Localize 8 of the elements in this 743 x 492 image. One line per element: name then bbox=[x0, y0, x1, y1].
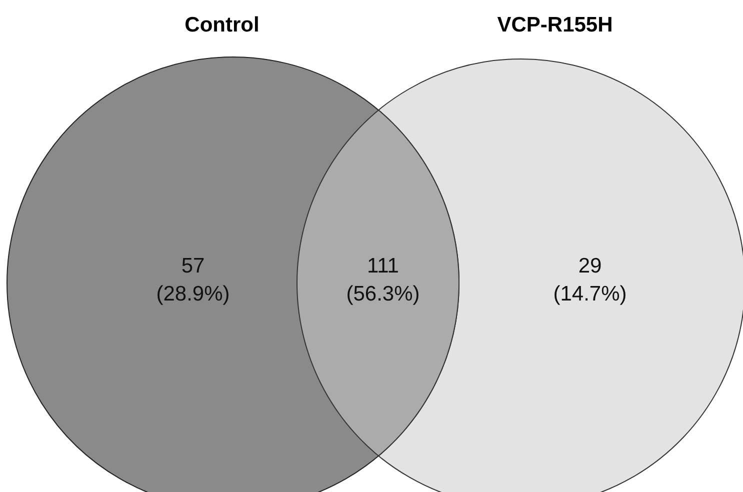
text: (14.7%) bbox=[553, 282, 627, 306]
text: Control bbox=[184, 14, 260, 36]
text: VCP-R155H bbox=[497, 14, 613, 36]
text: (56.3%) bbox=[346, 282, 420, 306]
data-label: 111 bbox=[367, 254, 399, 278]
text: (28.9%) bbox=[156, 282, 230, 306]
data-label: 29 bbox=[578, 254, 602, 278]
data-label: 57 bbox=[181, 254, 205, 278]
